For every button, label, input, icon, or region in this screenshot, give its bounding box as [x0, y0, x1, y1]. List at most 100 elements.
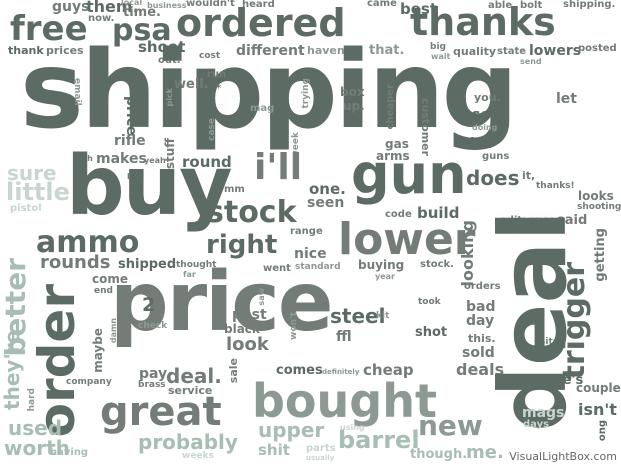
word-ill: i'll: [254, 147, 303, 188]
word-business: business: [147, 1, 187, 10]
word-thanks: thanks: [410, 0, 556, 44]
word-nice: nice: [294, 246, 327, 262]
word-doing: doing: [472, 123, 498, 132]
word-sold: sold: [462, 345, 495, 361]
word-pick: pick: [165, 88, 174, 107]
word-right: right: [206, 230, 278, 260]
word-year: year: [375, 272, 395, 281]
word-come: come: [92, 272, 128, 286]
word-asterisk: *: [216, 83, 222, 94]
word-day: day: [466, 313, 495, 329]
word-posted: posted: [578, 43, 617, 54]
word-yeah2: yeah,: [504, 377, 529, 386]
word-shipping-dot: shipping.: [563, 0, 616, 10]
word-wait: wait: [431, 52, 451, 61]
word-trying: trying: [301, 78, 311, 109]
word-let: let: [556, 91, 577, 107]
word-deals: deals: [456, 360, 505, 379]
word-shipped: shipped: [118, 257, 177, 272]
word-saw: saw: [257, 288, 266, 306]
word-price: price: [110, 255, 333, 350]
word-barrel: barrel: [338, 426, 420, 454]
word-ffl: ffl: [336, 329, 352, 345]
word-sell: sell: [472, 107, 500, 123]
word-round: round: [182, 153, 232, 171]
word-shit: shit: [258, 441, 290, 459]
word-thank: thank: [8, 44, 44, 57]
word-me: me.: [466, 442, 504, 463]
word-one-dot: one.: [309, 180, 346, 198]
word-makes: makes: [96, 151, 147, 167]
word-you: you.: [474, 91, 501, 104]
word-check: check: [138, 321, 168, 331]
word-local: local: [121, 0, 143, 7]
word-now: now.: [88, 13, 115, 24]
word-link: link: [127, 172, 144, 181]
watermark: VisualLightBox.com: [509, 450, 617, 463]
word-ar: ar: [528, 243, 554, 268]
word-psa: psa: [112, 13, 172, 48]
word-sure: sure: [7, 161, 57, 185]
word-high: high: [73, 154, 93, 163]
word-guns: guns: [482, 151, 510, 162]
word-9mm: 9mm: [217, 184, 245, 195]
word-parts: parts: [306, 443, 336, 454]
word-little: little: [6, 178, 70, 206]
word-rounds: rounds: [40, 252, 111, 273]
word-them: them.: [86, 0, 139, 16]
word-isnt: isn't: [578, 400, 617, 419]
word-that: that.: [369, 43, 405, 58]
word-cheap: cheap: [363, 361, 414, 379]
word-thought: thought: [176, 260, 217, 270]
word-black: black: [224, 322, 260, 336]
word-guess: guess: [528, 215, 561, 226]
word-service: service: [168, 384, 213, 397]
word-brass: brass: [138, 380, 166, 390]
word-new: new: [418, 409, 483, 442]
word-stock: stock: [206, 195, 297, 230]
word-best: best: [400, 0, 438, 18]
word-definitely: definitely: [322, 368, 360, 376]
word-guys: guys: [52, 0, 90, 15]
word-case: case: [207, 118, 217, 141]
word-rifle: rifle: [114, 133, 146, 149]
word-probably: probably: [138, 430, 238, 454]
word-heard: heard: [242, 0, 275, 10]
word-sale: sale: [227, 358, 240, 384]
word-worth: worth: [4, 436, 70, 460]
word-kit: kit: [376, 311, 390, 321]
word-lower: lower: [338, 214, 476, 265]
word-thanks2: thanks!: [536, 181, 575, 191]
word-ong: ong: [597, 420, 608, 442]
word-run: run: [207, 69, 227, 80]
word-pay: pay: [139, 366, 168, 382]
word-wouldnt: wouldn't: [186, 0, 235, 9]
word-this-dot: this.: [468, 332, 496, 345]
word-post: post: [232, 307, 267, 323]
word-wont: won't: [289, 312, 299, 340]
word-send: send: [520, 57, 542, 66]
word-order: order: [28, 284, 86, 438]
word-bad: bad: [466, 299, 496, 315]
word-far: far: [183, 270, 196, 279]
word-gas: gas: [385, 137, 409, 151]
word-steel: steel: [330, 304, 386, 328]
word-cost: cost: [199, 51, 221, 61]
word-pistol: pistol: [10, 203, 42, 214]
word-upper: upper: [258, 418, 325, 442]
word-bolt: bolt: [520, 0, 543, 11]
word-days: days: [523, 419, 550, 430]
word-looks: looks: [578, 189, 614, 203]
word-shooting: shooting: [577, 202, 621, 212]
word-buy: buy: [66, 139, 233, 234]
word-does: does: [466, 166, 520, 190]
word-look: look: [226, 334, 269, 355]
word-prices: prices: [46, 44, 84, 57]
word-price-dot: price.: [123, 96, 139, 141]
word-theyre-visible: they're: [0, 330, 24, 410]
word-out: out.: [158, 55, 181, 66]
word-seen: seen: [307, 195, 345, 211]
word-code: code: [385, 209, 412, 220]
word-customer: customer: [419, 98, 432, 157]
